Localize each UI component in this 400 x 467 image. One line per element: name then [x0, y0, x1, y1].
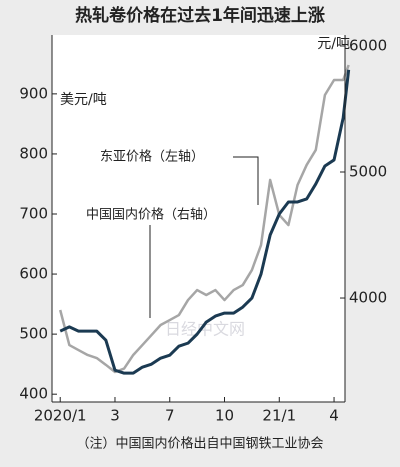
- series-annotation: 东亚价格（左轴）: [100, 149, 204, 165]
- y-tick-label: 500: [19, 325, 48, 343]
- y-tick-label: 400: [19, 385, 48, 403]
- x-tick-label: 3: [110, 407, 120, 425]
- y-tick-label: 700: [19, 204, 48, 222]
- x-tick-label: 10: [215, 407, 234, 425]
- x-tick-label: 21/1: [262, 407, 296, 425]
- x-tick-label: 4: [329, 407, 339, 425]
- series-line: [59, 64, 350, 374]
- series-line: [59, 69, 351, 375]
- y-tick-label: 900: [19, 84, 48, 102]
- x-tick-label: 2020/1: [34, 407, 87, 425]
- watermark: 日经中文网: [165, 320, 245, 339]
- chart-title: 热轧卷价格在过去1年间迅速上涨: [75, 5, 325, 26]
- x-tick-label: 7: [165, 407, 175, 425]
- annotation-leader: [233, 156, 259, 205]
- y2-tick-label: 4000: [349, 289, 387, 307]
- y-tick-label: 600: [19, 265, 48, 283]
- y2-tick-label: 5000: [349, 162, 387, 180]
- series-annotation: 中国国内价格（右轴）: [86, 207, 216, 223]
- y-tick-label: 800: [19, 144, 48, 162]
- plot-area: [52, 35, 345, 402]
- y2-axis-label: 元/吨: [317, 36, 350, 52]
- footnote: （注）中国国内价格出自中国钢铁工业协会: [76, 436, 323, 452]
- y-axis-label: 美元/吨: [60, 92, 107, 108]
- y2-tick-label: 6000: [349, 36, 387, 54]
